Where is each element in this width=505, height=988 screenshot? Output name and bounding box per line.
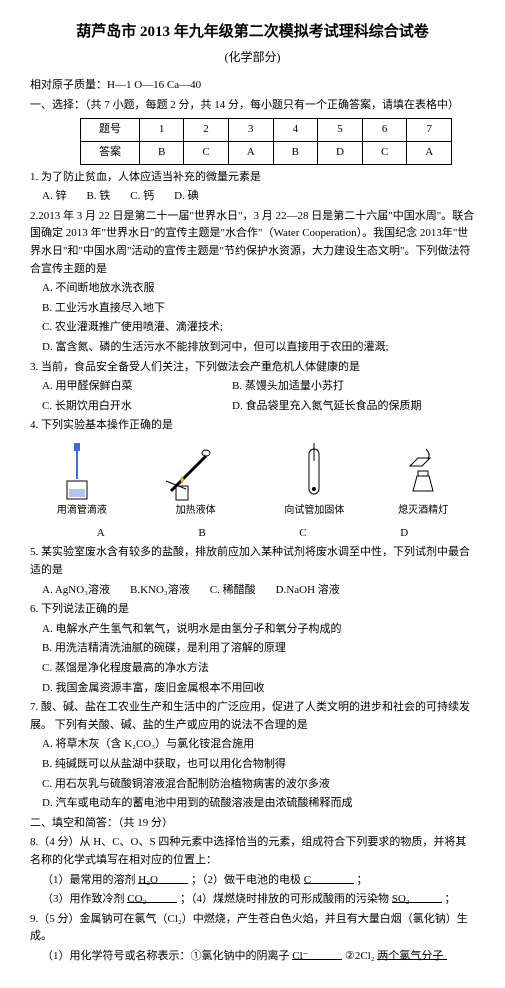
q3-opt-c: C. 长期饮用白开水: [42, 398, 212, 416]
tr-4: B: [273, 141, 317, 164]
q9-1c-text: ②2Cl₂: [345, 950, 375, 962]
q5: 5. 某实验室废水含有较多的盐酸，排放前应加入某种试剂将废水调至中性，下列试剂中…: [30, 544, 475, 579]
q8: 8.（4 分）从 H、C、O、S 四种元素中选择恰当的元素，组成符合下列要求的物…: [30, 834, 475, 869]
tr-0: 答案: [81, 141, 140, 164]
q2-opt-d: D. 富含氮、磷的生活污水不能排放到河中，但可以直接用于农田的灌溉;: [30, 339, 475, 357]
blank-5: Cl⁻: [292, 948, 342, 960]
img-d: 熄灭酒精灯: [398, 441, 448, 519]
q4: 4. 下列实验基本操作正确的是: [30, 417, 475, 435]
heating-icon: [161, 441, 231, 501]
q3: 3. 当前，食品安全备受人们关注，下列做法会产重危机人体健康的是: [30, 359, 475, 377]
q7-opt-d: D. 汽车或电动车的蓄电池中用到的硫酸溶液是由浓硫酸稀释而成: [30, 795, 475, 813]
q6-opt-c: C. 蒸馏是净化程度最高的净水方法: [30, 660, 475, 678]
blank-3: CO₂: [127, 891, 177, 903]
q1-opt-a: A. 锌: [42, 188, 66, 206]
section-1: 一、选择：（共 7 小题，每题 2 分，共 14 分，每小题只有一个正确答案，请…: [30, 97, 475, 115]
q8-line2: （3）用作致冷剂 CO₂ ；（4）煤燃烧时排放的可形成酸雨的污染物 SO₂ ；: [30, 891, 475, 909]
q3-opt-d: D. 食品袋里充入氮气延长食品的保质期: [232, 398, 421, 416]
table-row: 答案 B C A B D C A: [81, 141, 452, 164]
tr-6: C: [362, 141, 406, 164]
blank-1: H₂O: [138, 872, 188, 884]
blank-2: C: [304, 872, 354, 884]
q2-opt-c: C. 农业灌溉推广使用喷灌、滴灌技术;: [30, 319, 475, 337]
q1-opt-d: D. 碘: [174, 188, 198, 206]
tr-3: A: [228, 141, 273, 164]
q5-opt-b: B.KNO₃溶液: [130, 582, 190, 600]
doc-title: 葫芦岛市 2013 年九年级第二次模拟考试理科综合试卷: [30, 20, 475, 44]
th-3: 3: [228, 119, 273, 142]
img-a: 用滴管滴液: [57, 441, 107, 519]
img-a-label: 用滴管滴液: [57, 505, 107, 516]
q5-opt-a: A. AgNO₃溶液: [42, 582, 110, 600]
q8-2e-text: ；: [445, 893, 456, 905]
th-1: 1: [140, 119, 184, 142]
q6-opt-d: D. 我国金属资源丰富，废旧金属根本不用回收: [30, 680, 475, 698]
atomic-mass: 相对原子质量：H—1 O—16 Ca—40: [30, 77, 475, 95]
dropper-icon: [57, 441, 107, 501]
q2: 2.2013 年 3 月 22 日是第二十一届"世界水日"，3 月 22—28 …: [30, 208, 475, 278]
lamp-off-icon: [398, 441, 448, 501]
q8-line1: （1）最常用的溶剂 H₂O ；（2）做干电池的电极 C ；: [30, 872, 475, 890]
q9-line1: （1）用化学符号或名称表示：①氯化钠中的阴离子 Cl⁻ ②2Cl₂ 两个氯气分子: [30, 948, 475, 966]
tr-2: C: [184, 141, 228, 164]
q3-opt-b: B. 蒸馒头加适量小苏打: [232, 378, 344, 396]
tr-5: D: [317, 141, 362, 164]
th-4: 4: [273, 119, 317, 142]
answer-table: 题号 1 2 3 4 5 6 7 答案 B C A B D C A: [80, 118, 452, 164]
tr-1: B: [140, 141, 184, 164]
blank-6: 两个氯气分子: [377, 948, 447, 960]
q4-c: C: [299, 525, 306, 543]
q4-images: 用滴管滴液 加热液体 向试管加固体 熄灭酒精灯: [30, 441, 475, 519]
q6-opt-b: B. 用洗洁精清洗油腻的碗碟，是利用了溶解的原理: [30, 640, 475, 658]
table-row: 题号 1 2 3 4 5 6 7: [81, 119, 452, 142]
img-b: 加热液体: [161, 441, 231, 519]
q2-opt-a: A. 不间断地放水洗衣服: [30, 280, 475, 298]
th-5: 5: [317, 119, 362, 142]
doc-subtitle: (化学部分): [30, 48, 475, 67]
q5-opt-d: D.NaOH 溶液: [276, 582, 340, 600]
th-0: 题号: [81, 119, 140, 142]
q1: 1. 为了防止贫血，人体应适当补充的微量元素是: [30, 169, 475, 187]
q7-opt-c: C. 用石灰乳与硫酸铜溶液混合配制防治植物病害的波尔多液: [30, 776, 475, 794]
tube-solid-icon: [289, 441, 339, 501]
blank-4: SO₂: [392, 891, 442, 903]
q6-opt-a: A. 电解水产生氢气和氧气，说明水是由氢分子和氧分子构成的: [30, 621, 475, 639]
q5-opt-c: C. 稀醋酸: [210, 582, 256, 600]
q7: 7. 酸、碱、盐在工农业生产和生活中的广泛应用，促进了人类文明的进步和社会的可持…: [30, 699, 475, 734]
th-7: 7: [407, 119, 452, 142]
q1-opt-c: C. 钙: [130, 188, 154, 206]
q8-1e-text: ；: [357, 874, 368, 886]
q4-d: D: [400, 525, 408, 543]
q2-opt-b: B. 工业污水直接尽入地下: [30, 300, 475, 318]
img-c-label: 向试管加固体: [284, 505, 344, 516]
q9-1a-text: （1）用化学符号或名称表示：①氯化钠中的阴离子: [42, 950, 290, 962]
q1-opt-b: B. 铁: [86, 188, 110, 206]
q8-2a-text: （3）用作致冷剂: [42, 893, 125, 905]
q7-opt-a: A. 将草木灰（含 K₂CO₃）与氯化铵混合施用: [30, 736, 475, 754]
q4-a: A: [97, 525, 105, 543]
th-2: 2: [184, 119, 228, 142]
q8-1c-text: ；（2）做干电池的电极: [191, 874, 301, 886]
q8-1a-text: （1）最常用的溶剂: [42, 874, 136, 886]
q3-opt-a: A. 用甲醛保鲜白菜: [42, 378, 212, 396]
q7-opt-b: B. 纯碱既可以从盐湖中获取，也可以用化合物制得: [30, 756, 475, 774]
img-c: 向试管加固体: [284, 441, 344, 519]
q4-b: B: [198, 525, 205, 543]
img-d-label: 熄灭酒精灯: [398, 505, 448, 516]
img-b-label: 加热液体: [176, 505, 216, 516]
th-6: 6: [362, 119, 406, 142]
q9: 9.（5 分）金属钠可在氯气（Cl₂）中燃烧，产生苍白色火焰，并且有大量白烟（氯…: [30, 911, 475, 946]
tr-7: A: [407, 141, 452, 164]
section-2: 二、填空和简答：（共 19 分）: [30, 815, 475, 833]
q6: 6. 下列说法正确的是: [30, 601, 475, 619]
q8-2c-text: ；（4）煤燃烧时排放的可形成酸雨的污染物: [180, 893, 389, 905]
